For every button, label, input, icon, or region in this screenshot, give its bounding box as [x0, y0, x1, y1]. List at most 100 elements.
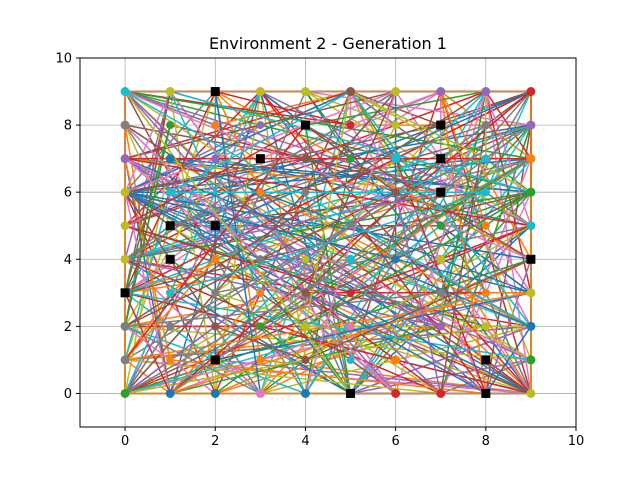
obstacle-marker — [165, 254, 175, 264]
boundary-node — [391, 87, 401, 97]
obstacle-marker — [210, 221, 220, 231]
x-tick-label: 4 — [301, 434, 309, 449]
boundary-node — [391, 355, 401, 365]
y-tick-label: 0 — [64, 387, 72, 402]
boundary-node — [526, 221, 536, 231]
x-tick-label: 8 — [482, 434, 490, 449]
series-point — [256, 255, 265, 264]
series-point — [346, 288, 355, 297]
series-point — [256, 355, 265, 364]
boundary-node — [120, 388, 130, 398]
obstacle-marker — [526, 254, 536, 264]
boundary-node — [120, 355, 130, 365]
boundary-node — [165, 388, 175, 398]
series-point — [301, 355, 310, 364]
series-point — [301, 255, 310, 264]
series-point — [391, 255, 400, 264]
boundary-node — [120, 221, 130, 231]
series-point — [436, 288, 445, 297]
boundary-node — [120, 154, 130, 164]
y-tick-label: 10 — [55, 52, 72, 67]
series-point — [256, 121, 265, 130]
obstacle-marker — [165, 221, 175, 231]
series-point — [211, 255, 220, 264]
boundary-node — [526, 187, 536, 197]
series-point — [301, 188, 310, 197]
series-point — [256, 188, 265, 197]
boundary-node — [120, 120, 130, 130]
axes-frame — [79, 57, 577, 428]
boundary-node — [120, 321, 130, 331]
series-point — [166, 322, 175, 331]
boundary-node — [526, 120, 536, 130]
boundary-node — [120, 87, 130, 97]
obstacle-marker — [436, 154, 446, 164]
x-tick-label: 10 — [568, 434, 585, 449]
boundary-node — [391, 388, 401, 398]
boundary-node — [300, 87, 310, 97]
x-tick-label: 0 — [121, 434, 129, 449]
obstacle-marker — [255, 154, 265, 164]
obstacle-marker — [210, 87, 220, 97]
series-point — [211, 288, 220, 297]
boundary-node — [120, 254, 130, 264]
chart-title: Environment 2 - Generation 1 — [209, 34, 447, 53]
obstacle-marker — [481, 355, 491, 365]
series-line — [124, 90, 532, 395]
series-point — [211, 154, 220, 163]
boundary-node — [165, 87, 175, 97]
series-point — [481, 121, 490, 130]
series-point — [481, 188, 490, 197]
series-point — [346, 221, 355, 230]
series-point — [391, 188, 400, 197]
series-line — [304, 90, 532, 327]
series-point — [346, 322, 355, 331]
boundary-node — [391, 154, 401, 164]
obstacle-marker — [481, 388, 491, 398]
obstacle-marker — [210, 355, 220, 365]
series-point — [436, 221, 445, 230]
series-point — [166, 355, 175, 364]
series-point — [301, 154, 310, 163]
series-point — [256, 322, 265, 331]
boundary-node — [526, 355, 536, 365]
boundary-node — [526, 154, 536, 164]
obstacle-marker — [436, 120, 446, 130]
boundary-node — [255, 87, 265, 97]
boundary-node — [346, 254, 356, 264]
series-point — [301, 288, 310, 297]
boundary-node — [120, 187, 130, 197]
obstacle-marker — [436, 187, 446, 197]
obstacle-marker — [346, 388, 356, 398]
x-tick-label: 2 — [211, 434, 219, 449]
series-point — [211, 322, 220, 331]
boundary-node — [165, 154, 175, 164]
series-line — [169, 90, 532, 294]
series-point — [166, 121, 175, 130]
axis-ticks: 0 2 4 6 8 10 0 2 4 6 8 10 — [55, 52, 584, 450]
boundary-node — [526, 321, 536, 331]
boundary-node — [210, 388, 220, 398]
series-point — [481, 288, 490, 297]
series-line — [124, 90, 532, 328]
series-point — [166, 288, 175, 297]
series-point — [346, 121, 355, 130]
series-point — [481, 154, 490, 163]
series-point — [346, 355, 355, 364]
y-tick-label: 4 — [64, 253, 72, 268]
boundary-node — [526, 388, 536, 398]
series-point — [391, 121, 400, 130]
y-tick-label: 2 — [64, 320, 72, 335]
boundary-node — [481, 87, 491, 97]
series-point — [211, 121, 220, 130]
obstacle-marker — [300, 120, 310, 130]
series-point — [256, 288, 265, 297]
series-point — [481, 322, 490, 331]
obstacle-marker — [120, 288, 130, 298]
boundary-node — [526, 288, 536, 298]
x-tick-label: 6 — [391, 434, 399, 449]
series-point — [436, 322, 445, 331]
series-point — [346, 154, 355, 163]
y-tick-label: 8 — [64, 119, 72, 134]
